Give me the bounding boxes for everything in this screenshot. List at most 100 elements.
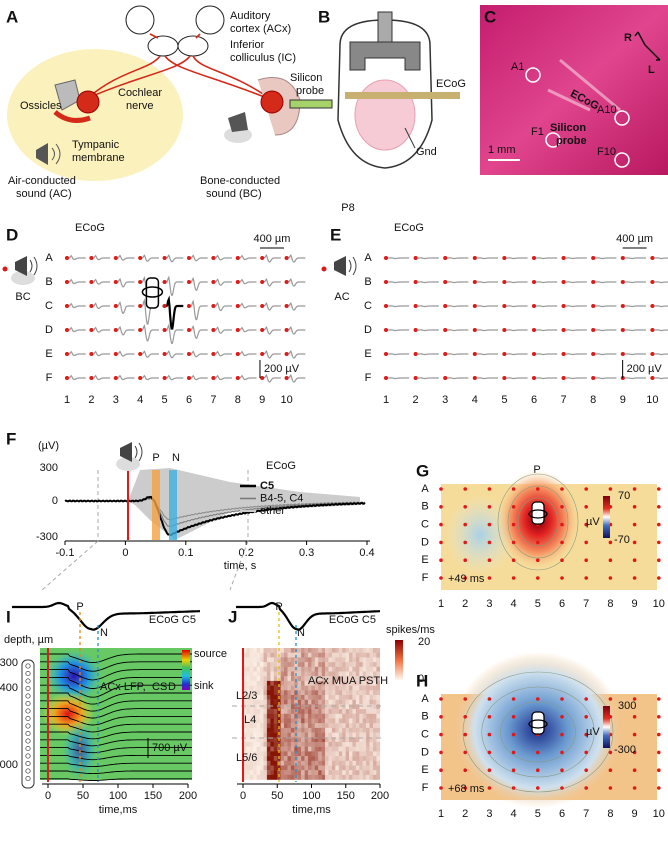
psth-cell [321,760,326,766]
psth-cell [335,699,339,705]
scale-label: 400 µm [616,233,653,245]
psth-cell [352,751,357,757]
psth-cell [355,713,360,719]
psth-cell [338,704,343,710]
trace [472,377,498,380]
trace [187,299,208,321]
psth-cell [366,709,370,714]
label: Auditory [230,10,271,22]
psth-cell [349,718,353,724]
psth-cell [308,770,312,776]
psth-cell [373,648,377,653]
psth-cell [280,760,285,766]
psth-cell [308,774,312,780]
psth-cell [243,765,247,771]
psth-cell [366,760,370,766]
psth-cell [284,709,288,714]
psth-cell [260,690,264,696]
electrode-dot [89,304,94,308]
psth-cell [345,680,350,686]
label: cortex (ACx) [230,23,291,35]
psth-cell [311,671,316,677]
psth-cell [318,746,322,752]
psth-cell [335,760,339,766]
ic-left [147,35,179,57]
trace [384,281,410,284]
psth-cell [311,770,316,776]
site-marker [545,132,561,148]
electrode-dot [502,304,507,308]
electrode-dot [561,304,566,308]
stimulus-label: AC [334,291,349,303]
psth-cell [321,718,326,724]
psth-cell [243,695,247,700]
axis-label: time,ms [292,804,331,816]
probe-site [25,685,31,692]
psth-cell [260,713,264,719]
psth-cell [263,727,268,733]
panel-label: A [6,7,18,26]
psth-cell [301,648,305,653]
psth-cell [246,765,251,771]
psth-cell [338,662,343,667]
probe-icon [145,277,160,309]
psth-cell [304,746,309,752]
psth-cell [246,737,251,743]
psth-cell [263,723,268,729]
psth-cell [290,723,295,729]
psth-cell [253,648,257,653]
psth-cell [253,680,257,686]
psth-cell [335,690,339,696]
psth-cell [266,770,271,776]
psth-cell [266,709,271,714]
psth-cell [290,685,295,691]
psth-cell [355,774,360,780]
psth-cell [308,718,312,724]
psth-cell [335,676,339,682]
trace [620,377,646,380]
row-label: B [364,276,371,288]
psth-cell [294,727,298,733]
row-label: F [46,372,53,384]
psth-cell [314,704,319,710]
psth-cell [345,676,350,682]
electrode-dot [560,786,564,790]
row-label: C [45,300,53,312]
psth-cell [369,671,374,677]
psth-cell [335,680,339,686]
electrode-dot [443,304,448,308]
psth-cell [342,652,346,658]
psth-cell [349,723,353,729]
psth-cell [266,662,271,667]
electrode-dot [138,304,143,308]
psth-cell [359,774,363,780]
lfp-trace [40,676,192,689]
psth-cell [249,756,254,761]
electrode-dot [439,786,443,790]
psth-cell [349,751,353,757]
psth-cell [256,704,261,710]
electrode-dot [632,505,637,509]
psth-cell [331,718,336,724]
electrode-dot [560,768,564,772]
psth-cell [273,666,278,672]
psth-cell [328,704,333,710]
psth-cell [277,765,281,771]
psth-cell [246,652,251,658]
psth-cell [253,657,257,663]
psth-cell [266,751,271,757]
psth-cell [270,760,275,766]
lfp-trace [40,754,192,761]
psth-cell [359,704,363,710]
psth-cell [256,690,261,696]
electrode-dot [591,256,596,260]
psth-cell [328,657,333,663]
electrode-dot [89,376,94,380]
electrode-dot [443,280,448,284]
psth-cell [359,690,363,696]
col-label: 1 [438,808,444,820]
electrode-dot [162,304,167,308]
row-label: E [421,554,428,566]
electrode-dot [472,376,477,380]
psth-cell [246,699,251,705]
